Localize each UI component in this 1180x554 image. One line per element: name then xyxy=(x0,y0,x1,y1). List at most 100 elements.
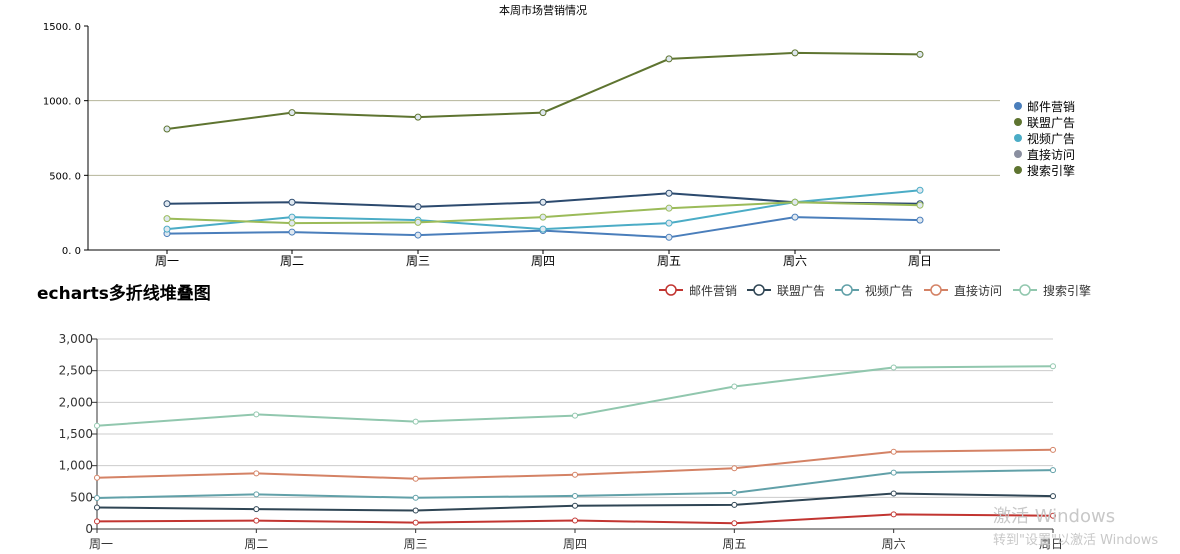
chart-top-point xyxy=(414,218,422,226)
chart-bottom-legend-label: 搜索引擎 xyxy=(1043,283,1091,298)
chart-bottom-point xyxy=(572,502,578,509)
chart-bottom-legend-label: 直接访问 xyxy=(954,283,1002,298)
chart-bottom-xtick-label: 周一 xyxy=(89,537,113,551)
chart-bottom-ytick-label: 1,000 xyxy=(59,459,93,473)
chart-top-point xyxy=(539,225,547,233)
chart-bottom-point xyxy=(572,492,578,499)
chart-bottom-point xyxy=(253,517,260,524)
chart-top-xtick-label: 周五 xyxy=(657,254,681,268)
chart-top-legend-label: 视频广告 xyxy=(1027,131,1075,146)
chart-top-xtick-label: 周日 xyxy=(908,254,932,268)
chart-bottom-point xyxy=(731,501,738,508)
chart-bottom-point xyxy=(731,383,738,390)
chart-top-point xyxy=(665,55,673,63)
chart-top-point xyxy=(539,213,547,221)
chart-bottom-ytick-label: 1,500 xyxy=(59,427,93,441)
chart-bottom-xtick-label: 周三 xyxy=(404,537,428,551)
chart-top-point xyxy=(163,200,171,208)
chart-bottom-point xyxy=(1050,446,1056,453)
chart-bottom-point xyxy=(1050,493,1056,500)
chart-bottom-point xyxy=(731,520,738,527)
chart-bottom-point xyxy=(731,489,738,496)
chart-bottom-ytick-label: 3,000 xyxy=(59,332,93,346)
chart-top-xtick-label: 周一 xyxy=(155,254,179,268)
chart-top-ytick-label: 500. 0 xyxy=(49,171,81,182)
chart-bottom-point xyxy=(412,507,419,514)
chart-top-title: 本周市场营销情况 xyxy=(499,3,587,17)
chart-top-point xyxy=(791,49,799,57)
chart-bottom-point xyxy=(253,491,260,498)
chart-bottom-xtick-label: 周五 xyxy=(722,537,746,551)
chart-top-point xyxy=(288,198,296,206)
chart-top-point xyxy=(916,50,924,58)
chart-bottom-legend-marker xyxy=(665,284,677,296)
chart-bottom-point xyxy=(890,469,897,476)
chart-top-ytick-label: 1000. 0 xyxy=(43,97,81,108)
chart-top-point xyxy=(665,189,673,197)
chart-top-point xyxy=(163,215,171,223)
chart-bottom-point xyxy=(731,465,738,472)
chart-bottom-xtick-label: 周日 xyxy=(1039,537,1063,551)
chart-top-point xyxy=(665,233,673,241)
chart-bottom-point xyxy=(412,519,419,526)
chart-top-legend-label: 搜索引擎 xyxy=(1027,163,1075,178)
chart-top-xtick-label: 周三 xyxy=(406,254,430,268)
chart-top: 本周市场营销情况 0. 0 500. 0 1000. 0 1500. 0 周一 周二 周三 周… xyxy=(43,3,1075,268)
chart-top-xtick-label: 周四 xyxy=(531,254,555,268)
watermark-line2: 转到"设置"以激活 Windows xyxy=(993,533,1158,548)
chart-bottom-point xyxy=(94,518,100,525)
chart-top-point xyxy=(163,225,171,233)
chart-bottom-point xyxy=(890,490,897,497)
chart-bottom-point xyxy=(890,364,897,371)
chart-bottom-point xyxy=(253,470,260,477)
chart-top-point xyxy=(791,198,799,206)
chart-bottom-point xyxy=(572,412,578,419)
chart-bottom-point xyxy=(253,506,260,513)
chart-top-point xyxy=(791,213,799,221)
chart-top-point xyxy=(665,219,673,227)
chart-top-point xyxy=(916,201,924,209)
chart-top-point xyxy=(288,228,296,236)
chart-top-ytick-label: 0. 0 xyxy=(62,246,81,257)
chart-bottom-ytick-label: 2,000 xyxy=(59,395,93,409)
chart-bottom-point xyxy=(890,448,897,455)
chart-bottom-point xyxy=(1050,512,1056,519)
chart-top-legend-marker xyxy=(1014,150,1022,158)
chart-bottom-point xyxy=(94,422,100,429)
chart-bottom-point xyxy=(572,517,578,524)
chart-top-legend-marker xyxy=(1014,118,1022,126)
chart-top-point xyxy=(539,198,547,206)
chart-bottom-point xyxy=(890,511,897,518)
chart-bottom-ytick-label: 0 xyxy=(85,522,93,536)
chart-bottom-point xyxy=(572,471,578,478)
chart-bottom-title: echarts多折线堆叠图 xyxy=(37,283,211,304)
chart-bottom-point xyxy=(412,494,419,501)
chart-bottom-point xyxy=(94,474,100,481)
chart-top-point xyxy=(163,125,171,133)
chart-top-ytick-label: 1500. 0 xyxy=(43,22,81,33)
chart-top-legend-marker xyxy=(1014,134,1022,142)
chart-bottom-ytick-label: 2,500 xyxy=(59,364,93,378)
chart-top-point xyxy=(288,219,296,227)
watermark-line1: 激活 Windows xyxy=(993,506,1115,527)
chart-top-point xyxy=(665,204,673,212)
chart-top-xtick-label: 周六 xyxy=(783,254,807,268)
chart-bottom-point xyxy=(412,475,419,482)
chart-bottom-point xyxy=(412,418,419,425)
chart-bottom-legend-marker xyxy=(1019,284,1031,296)
chart-bottom-xtick-label: 周四 xyxy=(563,537,587,551)
chart-bottom-point xyxy=(1050,363,1056,370)
chart-top-legend-marker xyxy=(1014,166,1022,174)
chart-bottom-legend-label: 联盟广告 xyxy=(777,284,825,298)
chart-top-legend-label: 直接访问 xyxy=(1027,147,1075,162)
chart-top-point xyxy=(539,109,547,117)
chart-bottom-legend-label: 邮件营销 xyxy=(689,284,737,298)
chart-top-point xyxy=(288,109,296,117)
chart-top-point xyxy=(916,216,924,224)
chart-bottom-legend-marker xyxy=(753,284,765,296)
chart-bottom-point xyxy=(94,504,100,511)
chart-bottom-xtick-label: 周二 xyxy=(244,537,268,551)
chart-bottom-point xyxy=(253,411,260,418)
chart-top-legend-marker xyxy=(1014,102,1022,110)
